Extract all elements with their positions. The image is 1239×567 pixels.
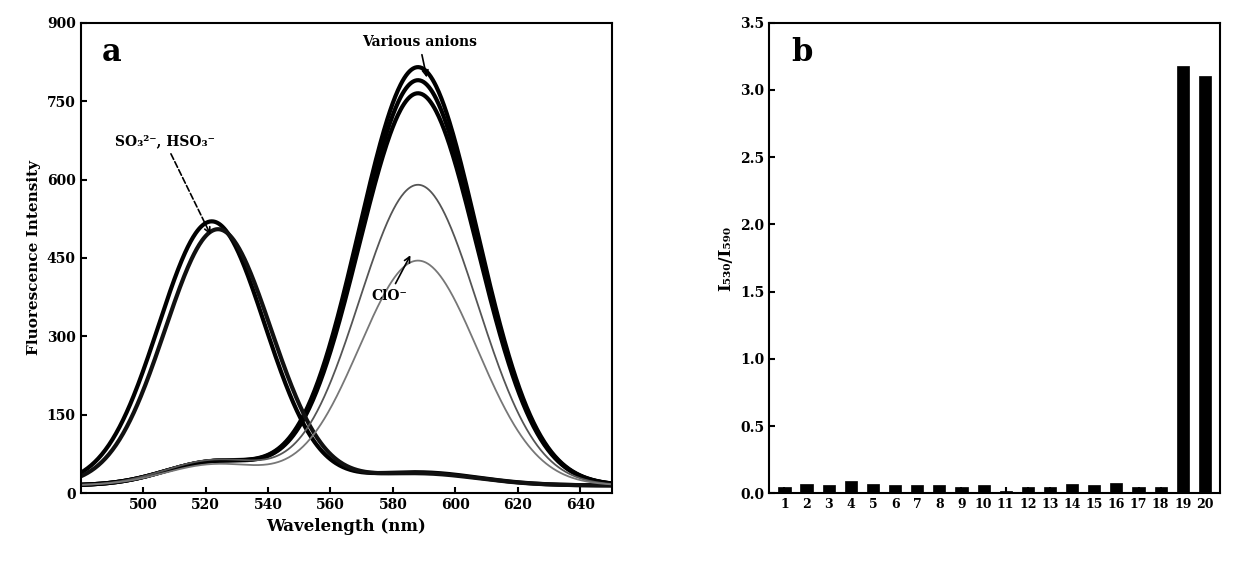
Bar xyxy=(800,484,813,493)
Text: b: b xyxy=(792,37,813,68)
Text: SO₃²⁻, HSO₃⁻: SO₃²⁻, HSO₃⁻ xyxy=(115,134,214,233)
X-axis label: Wavelength (nm): Wavelength (nm) xyxy=(266,518,426,535)
Y-axis label: Fluorescence Intensity: Fluorescence Intensity xyxy=(27,160,41,356)
Text: a: a xyxy=(102,37,121,68)
Bar xyxy=(1022,486,1035,493)
Text: ClO⁻: ClO⁻ xyxy=(372,257,410,303)
Y-axis label: I₅₃₀/I₅₉₀: I₅₃₀/I₅₉₀ xyxy=(717,226,735,290)
Bar xyxy=(867,484,878,493)
Bar xyxy=(1132,486,1145,493)
Bar xyxy=(1066,484,1078,493)
Bar xyxy=(1000,490,1012,493)
Bar xyxy=(778,486,790,493)
Bar xyxy=(1177,66,1189,493)
Bar xyxy=(845,481,857,493)
Bar xyxy=(1199,77,1211,493)
Bar xyxy=(911,485,923,493)
Bar xyxy=(1088,485,1100,493)
Text: Various anions: Various anions xyxy=(362,35,477,75)
Bar xyxy=(933,485,945,493)
Bar xyxy=(978,485,990,493)
Bar xyxy=(1155,486,1167,493)
Bar xyxy=(1044,486,1056,493)
Bar xyxy=(890,485,901,493)
Bar xyxy=(823,485,835,493)
Bar xyxy=(955,486,968,493)
Bar xyxy=(1110,483,1123,493)
